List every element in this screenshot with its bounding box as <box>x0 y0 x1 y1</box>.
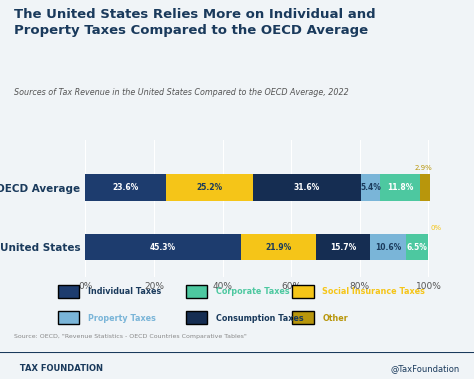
Bar <box>253 174 361 201</box>
Text: Source: OECD, "Revenue Statistics - OECD Countries Comparative Tables": Source: OECD, "Revenue Statistics - OECD… <box>14 334 247 339</box>
Bar <box>241 234 316 260</box>
Text: The United States Relies More on Individual and
Property Taxes Compared to the O: The United States Relies More on Individ… <box>14 8 376 37</box>
Text: 6.5%: 6.5% <box>407 243 428 252</box>
Text: 11.8%: 11.8% <box>387 183 413 192</box>
Text: Consumption Taxes: Consumption Taxes <box>216 314 303 323</box>
FancyBboxPatch shape <box>58 285 79 298</box>
Text: 45.3%: 45.3% <box>150 243 176 252</box>
Bar <box>380 174 420 201</box>
Text: 25.2%: 25.2% <box>196 183 223 192</box>
Text: 15.7%: 15.7% <box>330 243 356 252</box>
Bar <box>370 234 406 260</box>
Text: 5.4%: 5.4% <box>360 183 381 192</box>
Bar <box>406 234 428 260</box>
Text: Corporate Taxes: Corporate Taxes <box>216 287 289 296</box>
Text: Property Taxes: Property Taxes <box>88 314 155 323</box>
Bar <box>361 174 380 201</box>
Bar <box>420 174 430 201</box>
Text: 21.9%: 21.9% <box>265 243 292 252</box>
Bar <box>85 174 166 201</box>
Text: Sources of Tax Revenue in the United States Compared to the OECD Average, 2022: Sources of Tax Revenue in the United Sta… <box>14 88 349 97</box>
Text: 23.6%: 23.6% <box>113 183 139 192</box>
Text: Other: Other <box>322 314 348 323</box>
Text: @TaxFoundation: @TaxFoundation <box>391 364 460 373</box>
FancyBboxPatch shape <box>292 285 314 298</box>
Text: Social Insurance Taxes: Social Insurance Taxes <box>322 287 425 296</box>
Text: 2.9%: 2.9% <box>415 165 432 171</box>
FancyBboxPatch shape <box>292 311 314 324</box>
Text: 0%: 0% <box>430 225 441 231</box>
Bar <box>166 174 253 201</box>
FancyBboxPatch shape <box>186 285 207 298</box>
FancyBboxPatch shape <box>186 311 207 324</box>
Text: 31.6%: 31.6% <box>294 183 320 192</box>
FancyBboxPatch shape <box>58 311 79 324</box>
Text: Individual Taxes: Individual Taxes <box>88 287 161 296</box>
Bar <box>85 234 241 260</box>
Bar <box>316 234 370 260</box>
Text: TAX FOUNDATION: TAX FOUNDATION <box>14 364 103 373</box>
Text: 10.6%: 10.6% <box>375 243 401 252</box>
